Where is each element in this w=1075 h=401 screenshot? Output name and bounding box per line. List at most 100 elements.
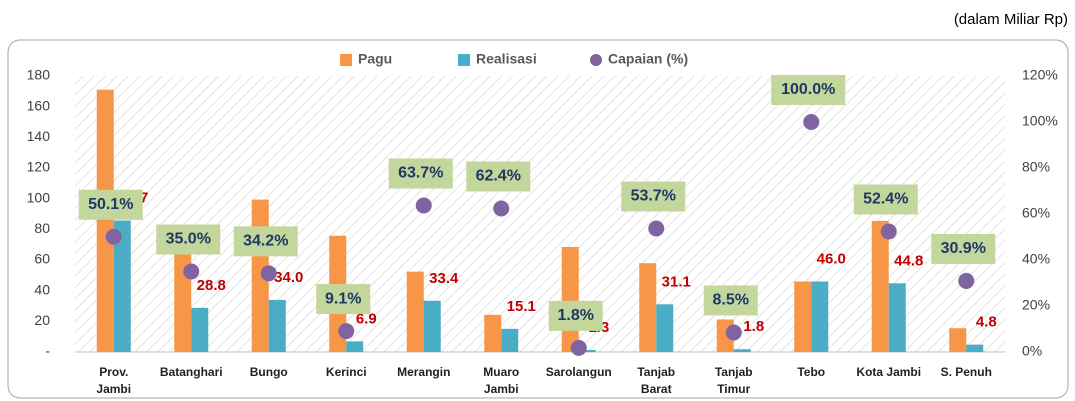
bar <box>113 220 131 352</box>
y-tick-label: - <box>45 343 50 359</box>
capaian-dot <box>493 200 510 217</box>
unit-note: (dalam Miliar Rp) <box>954 11 1068 28</box>
capaian-label: 62.4% <box>476 168 521 185</box>
capaian-label-box <box>316 284 371 315</box>
capaian-label: 52.4% <box>863 191 908 208</box>
data-label: 15.1 <box>507 298 536 315</box>
bar <box>191 307 209 352</box>
data-label: 31.1 <box>662 273 691 290</box>
legend-marker <box>590 54 602 66</box>
x-tick-label: Sarolangun <box>546 365 612 379</box>
x-tick-label: Muaro Jambi <box>483 365 519 396</box>
capaian-label-box <box>931 233 996 264</box>
bar <box>811 281 829 352</box>
capaian-dot <box>183 263 200 280</box>
bar <box>423 300 441 352</box>
x-tick-label: Batanghari <box>160 365 223 379</box>
data-label: 1.8 <box>743 318 764 335</box>
capaian-label: 34.2% <box>243 233 288 250</box>
data-label: 46.0 <box>817 250 846 267</box>
bar <box>888 283 906 352</box>
data-label: 44.8 <box>894 252 923 269</box>
y-tick-label: 80 <box>34 220 50 236</box>
legend-label: Pagu <box>358 51 392 67</box>
capaian-label-box <box>548 300 603 331</box>
legend-marker <box>340 54 352 66</box>
capaian-label-box <box>466 161 531 192</box>
bar <box>949 328 967 352</box>
chart-frame <box>7 39 1069 399</box>
bar <box>96 89 114 352</box>
capaian-label: 63.7% <box>398 165 443 182</box>
legend-label: Capaian (%) <box>608 51 688 67</box>
legend-marker <box>458 54 470 66</box>
bar <box>656 304 674 352</box>
bar <box>966 344 984 352</box>
capaian-dot <box>415 197 432 214</box>
y-tick-label: 100 <box>27 189 51 205</box>
capaian-label: 8.5% <box>713 292 749 309</box>
x-tick-label: Tanjab Barat <box>637 365 675 396</box>
plot-area <box>75 76 1005 352</box>
bar <box>174 225 192 352</box>
legend-label: Realisasi <box>476 51 537 67</box>
capaian-label-box <box>771 75 846 105</box>
bar <box>484 314 502 352</box>
capaian-dot <box>958 272 975 289</box>
y-tick-label: 160 <box>27 97 51 113</box>
y-tick-label: 120 <box>27 159 51 175</box>
capaian-dot <box>260 265 277 282</box>
bar <box>794 281 812 352</box>
capaian-label: 53.7% <box>631 188 676 205</box>
x-tick-label: Bungo <box>250 365 288 379</box>
bar <box>406 271 424 352</box>
x-tick-label: Prov. Jambi <box>96 365 131 396</box>
bar <box>733 349 751 352</box>
y2-tick-label: 0% <box>1022 343 1042 359</box>
capaian-dot <box>880 223 897 240</box>
capaian-dot <box>725 324 742 341</box>
bar <box>578 350 596 352</box>
capaian-dot <box>570 339 587 356</box>
y2-tick-label: 40% <box>1022 251 1050 267</box>
bar <box>346 341 364 352</box>
capaian-dot <box>338 323 355 340</box>
bar <box>639 263 657 352</box>
capaian-label: 9.1% <box>325 290 361 307</box>
capaian-label-box <box>233 226 298 257</box>
capaian-dot <box>648 220 665 237</box>
x-tick-label: Tebo <box>797 365 825 379</box>
capaian-label: 1.8% <box>558 307 594 324</box>
bar <box>871 220 889 352</box>
capaian-label: 30.9% <box>941 240 986 257</box>
capaian-dot <box>105 228 122 245</box>
capaian-label-box <box>853 184 918 215</box>
y-tick-label: 20 <box>34 312 50 328</box>
data-label: 28.8 <box>197 277 226 294</box>
bar <box>561 246 579 352</box>
x-tick-label: Kerinci <box>326 365 367 379</box>
y2-tick-label: 80% <box>1022 159 1050 175</box>
y-tick-label: 40 <box>34 281 50 297</box>
bar <box>501 328 519 352</box>
capaian-label-box <box>156 224 221 255</box>
x-tick-label: Merangin <box>397 365 450 379</box>
data-label: 33.4 <box>429 270 459 287</box>
bar <box>268 299 286 352</box>
y-tick-label: 60 <box>34 251 50 267</box>
capaian-dot <box>803 114 820 130</box>
data-label: 4.8 <box>976 314 997 331</box>
data-label: 34.0 <box>274 269 303 286</box>
data-label: 6.9 <box>356 310 377 327</box>
capaian-label-box <box>78 189 143 220</box>
x-tick-label: S. Penuh <box>941 365 992 379</box>
x-tick-label: Kota Jambi <box>856 365 921 379</box>
y2-tick-label: 100% <box>1022 113 1058 129</box>
capaian-label-box <box>388 158 453 189</box>
y2-tick-label: 20% <box>1022 297 1050 313</box>
capaian-label: 100.0% <box>781 81 835 98</box>
y-tick-label: 180 <box>27 67 51 83</box>
y2-tick-label: 120% <box>1022 67 1058 83</box>
capaian-label: 50.1% <box>88 196 133 213</box>
